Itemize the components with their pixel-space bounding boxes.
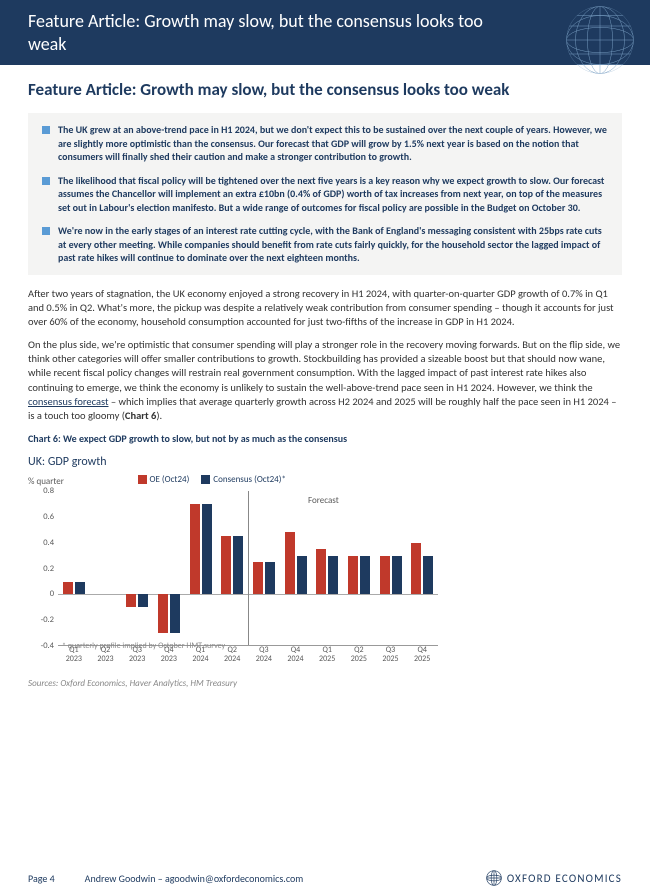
bullet-square-icon bbox=[42, 227, 50, 235]
logo-globe-icon bbox=[486, 870, 502, 886]
forecast-label: Forecast bbox=[308, 495, 339, 506]
sources-text: Sources: Oxford Economics, Haver Analyti… bbox=[28, 678, 622, 689]
body-text-run: ). bbox=[156, 409, 162, 422]
oxford-economics-logo: OXFORD ECONOMICS bbox=[486, 870, 622, 886]
key-points-box: The UK grew at an above-trend pace in H1… bbox=[28, 113, 622, 275]
globe-icon bbox=[565, 5, 635, 75]
article-title: Feature Article: Growth may slow, but th… bbox=[28, 79, 622, 101]
legend-label-cons: Consensus (Oct24)* bbox=[213, 474, 286, 485]
page-number: Page 4 bbox=[28, 872, 55, 885]
legend-swatch-oe bbox=[138, 475, 147, 484]
bullet-item: The likelihood that fiscal policy will b… bbox=[42, 174, 608, 215]
legend-label-oe: OE (Oct24) bbox=[150, 474, 190, 485]
footer-author: Andrew Goodwin – agoodwin@oxfordeconomic… bbox=[85, 872, 304, 885]
bullet-square-icon bbox=[42, 126, 50, 134]
consensus-forecast-link[interactable]: consensus forecast bbox=[28, 395, 109, 408]
main-content: Feature Article: Growth may slow, but th… bbox=[0, 65, 650, 699]
chart-subtitle: UK: GDP growth bbox=[28, 455, 107, 469]
page-header: Feature Article: Growth may slow, but th… bbox=[0, 0, 650, 65]
chart: -0.4-0.200.20.40.60.8 Forecast * quarter… bbox=[28, 491, 622, 666]
bullet-item: We're now in the early stages of an inte… bbox=[42, 224, 608, 265]
body-paragraph: After two years of stagnation, the UK ec… bbox=[28, 287, 622, 330]
body-text-run: On the plus side, we're optimistic that … bbox=[28, 338, 620, 394]
legend-swatch-cons bbox=[201, 475, 210, 484]
chart-header-row: UK: GDP growth bbox=[28, 451, 622, 470]
logo-text: OXFORD ECONOMICS bbox=[507, 872, 622, 885]
bullet-square-icon bbox=[42, 177, 50, 185]
bullet-item: The UK grew at an above-trend pace in H1… bbox=[42, 123, 608, 164]
chart-unit-legend-row: % quarter OE (Oct24) Consensus (Oct24)* bbox=[28, 470, 622, 489]
chart-ref: Chart 6 bbox=[125, 409, 156, 422]
chart-title: Chart 6: We expect GDP growth to slow, b… bbox=[28, 432, 622, 445]
chart-legend: OE (Oct24) Consensus (Oct24)* bbox=[138, 474, 286, 485]
header-title: Feature Article: Growth may slow, but th… bbox=[28, 10, 508, 55]
bullet-text: The likelihood that fiscal policy will b… bbox=[58, 174, 608, 215]
legend-oe: OE (Oct24) bbox=[138, 474, 190, 485]
plot-area: Forecast bbox=[58, 491, 438, 646]
page-footer: Page 4 Andrew Goodwin – agoodwin@oxforde… bbox=[0, 862, 650, 896]
legend-cons: Consensus (Oct24)* bbox=[201, 474, 286, 485]
y-axis: -0.4-0.200.20.40.60.8 bbox=[28, 491, 56, 646]
bullet-text: We're now in the early stages of an inte… bbox=[58, 224, 608, 265]
body-text-run: – which implies that average quarterly g… bbox=[28, 395, 616, 422]
bullet-text: The UK grew at an above-trend pace in H1… bbox=[58, 123, 608, 164]
body-paragraph: On the plus side, we're optimistic that … bbox=[28, 338, 622, 423]
